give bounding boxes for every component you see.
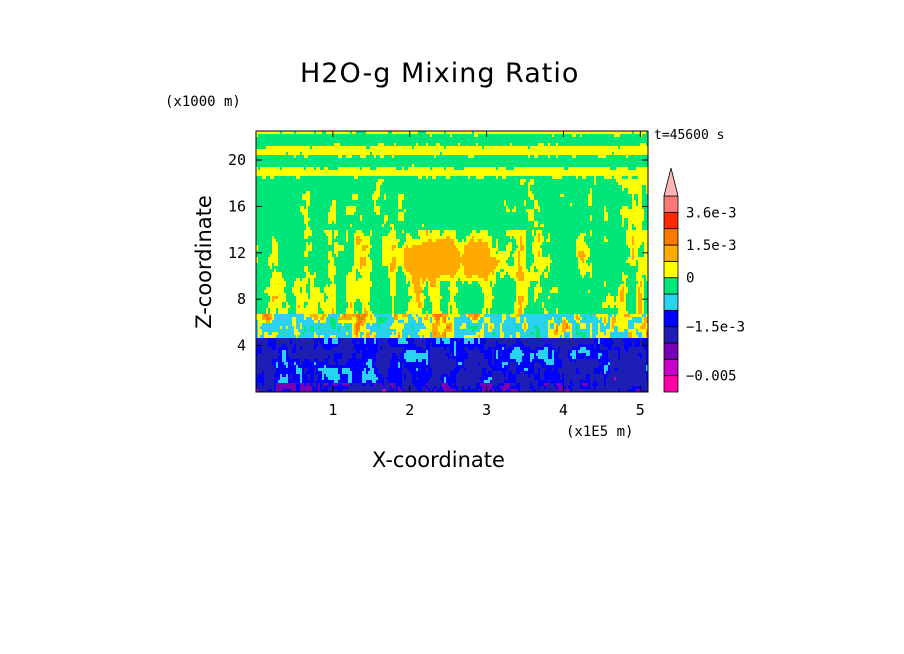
colorbar-swatch — [663, 326, 679, 344]
y-tick-label: 8 — [237, 290, 246, 308]
colorbar-swatch — [663, 195, 679, 213]
x-axis-unit: (x1E5 m) — [566, 424, 634, 440]
x-tick-label: 4 — [559, 401, 568, 419]
y-axis-ticks: 4 8 12 16 20 — [228, 151, 648, 355]
colorbar: 3.6e-3 1.5e-3 0 −1.5e-3 −0.005 — [663, 167, 745, 393]
plot-frame — [255, 130, 649, 393]
x-axis-ticks: 1 2 3 4 5 — [328, 131, 645, 419]
colorbar-swatch — [663, 358, 679, 377]
colorbar-swatch — [663, 309, 679, 328]
colorbar-swatch — [663, 293, 679, 311]
colorbar-swatch — [663, 211, 679, 230]
y-tick-label: 4 — [237, 337, 246, 355]
contour-field — [256, 131, 648, 392]
colorbar-arrow — [663, 167, 679, 197]
x-tick-label: 1 — [328, 401, 337, 419]
colorbar-label: −1.5e-3 — [686, 320, 745, 336]
colorbar-swatch — [663, 277, 679, 295]
y-tick-label: 20 — [228, 151, 246, 169]
y-tick-label: 12 — [228, 244, 246, 262]
colorbar-label: 0 — [686, 271, 694, 287]
x-axis-label: X-coordinate — [372, 448, 505, 472]
colorbar-label: −0.005 — [686, 369, 737, 385]
time-stamp: t=45600 s — [654, 128, 725, 143]
y-tick-label: 16 — [228, 197, 246, 215]
colorbar-label: 1.5e-3 — [686, 238, 737, 254]
colorbar-swatch — [663, 228, 679, 246]
colorbar-swatch — [663, 342, 679, 360]
x-tick-label: 5 — [636, 401, 645, 419]
colorbar-swatch — [663, 375, 679, 393]
colorbar-swatch — [663, 260, 679, 279]
chart-title: H2O-g Mixing Ratio — [300, 58, 580, 89]
x-tick-label: 2 — [405, 401, 414, 419]
colorbar-swatch — [663, 244, 679, 262]
colorbar-label: 3.6e-3 — [686, 205, 737, 221]
x-tick-label: 3 — [482, 401, 491, 419]
y-axis-unit: (x1000 m) — [165, 94, 241, 110]
